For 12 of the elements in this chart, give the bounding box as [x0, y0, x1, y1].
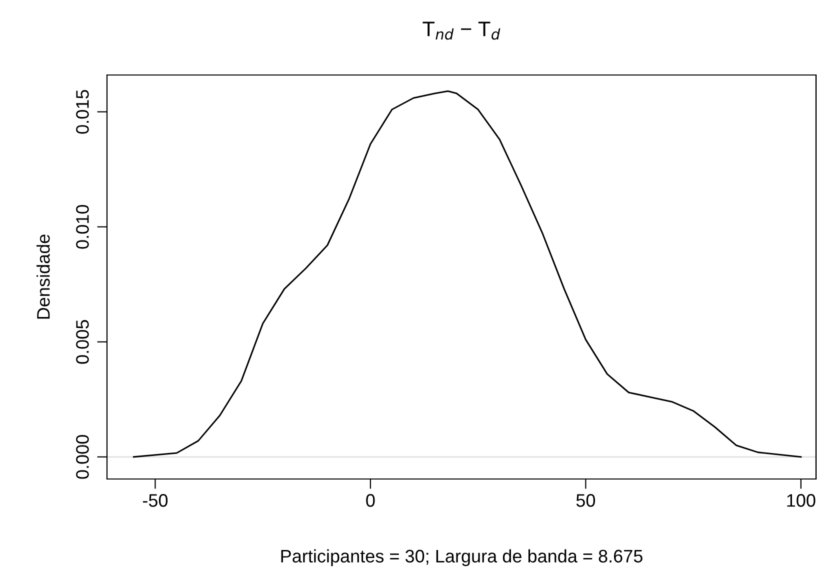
chart-title: T$_{nd}$ − T$_{d}$ — [422, 22, 500, 40]
x-tick-label: -50 — [142, 494, 168, 507]
x-tick-label: 50 — [576, 494, 596, 507]
y-tick-label: 0.000 — [76, 435, 89, 479]
y-tick-label: 0.015 — [76, 90, 89, 134]
y-axis-title: Densidade — [36, 234, 50, 319]
line-series — [132, 90, 802, 458]
y-tick-label: 0.010 — [76, 204, 89, 249]
x-tick-label: 0 — [366, 494, 375, 507]
x-axis-title: Participantes = 30; Largura de banda = 8.675 — [281, 549, 642, 566]
x-tick-label: 100 — [787, 494, 816, 507]
y-tick-label: 0.005 — [76, 320, 89, 364]
